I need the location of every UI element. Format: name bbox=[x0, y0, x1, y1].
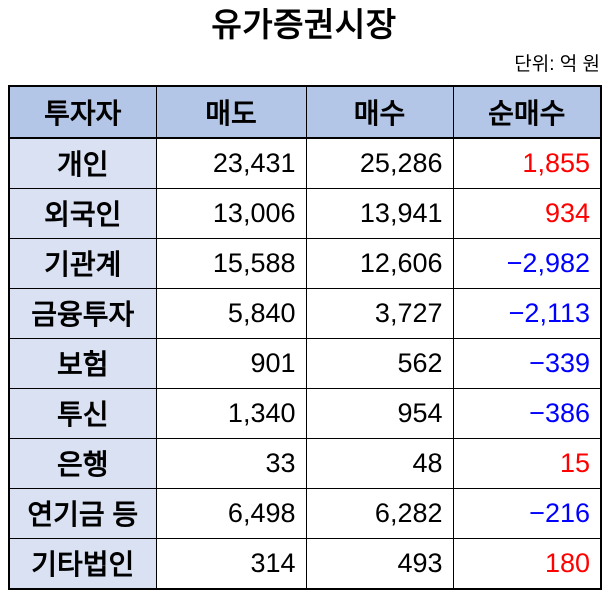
col-header-investor: 투자자 bbox=[8, 85, 157, 139]
netbuy-value: −2,982 bbox=[452, 237, 602, 289]
netbuy-value: −386 bbox=[452, 387, 602, 439]
sell-value: 1,340 bbox=[155, 387, 307, 439]
investor-trading-table: 투자자 매도 매수 순매수 개인 23,431 25,286 1,855 외국인… bbox=[8, 84, 602, 590]
netbuy-value: 934 bbox=[452, 187, 602, 239]
sell-value: 5,840 bbox=[155, 287, 307, 339]
buy-value: 13,941 bbox=[305, 187, 454, 239]
sell-value: 15,588 bbox=[155, 237, 307, 289]
investor-name: 보험 bbox=[8, 337, 157, 389]
buy-value: 3,727 bbox=[305, 287, 454, 339]
sell-value: 314 bbox=[155, 537, 307, 590]
sell-value: 13,006 bbox=[155, 187, 307, 239]
table-row: 금융투자 5,840 3,727 −2,113 bbox=[8, 287, 602, 339]
netbuy-value: −339 bbox=[452, 337, 602, 389]
sell-value: 33 bbox=[155, 437, 307, 489]
buy-value: 562 bbox=[305, 337, 454, 389]
page-title: 유가증권시장 bbox=[211, 6, 397, 43]
table-row: 기관계 15,588 12,606 −2,982 bbox=[8, 237, 602, 289]
buy-value: 954 bbox=[305, 387, 454, 439]
table-row: 개인 23,431 25,286 1,855 bbox=[8, 137, 602, 189]
investor-name: 금융투자 bbox=[8, 287, 157, 339]
buy-value: 25,286 bbox=[305, 137, 454, 189]
sell-value: 901 bbox=[155, 337, 307, 389]
investor-name: 연기금 등 bbox=[8, 487, 157, 539]
report-page: 유가증권시장 단위: 억 원 투자자 매도 매수 순매수 개인 23,431 2… bbox=[8, 6, 602, 590]
header-row: 투자자 매도 매수 순매수 bbox=[8, 85, 602, 139]
buy-value: 12,606 bbox=[305, 237, 454, 289]
investor-name: 투신 bbox=[8, 387, 157, 439]
investor-name: 외국인 bbox=[8, 187, 157, 239]
sell-value: 6,498 bbox=[155, 487, 307, 539]
netbuy-value: −216 bbox=[452, 487, 602, 539]
table-row: 보험 901 562 −339 bbox=[8, 337, 602, 389]
netbuy-value: −2,113 bbox=[452, 287, 602, 339]
netbuy-value: 15 bbox=[452, 437, 602, 489]
table-row: 투신 1,340 954 −386 bbox=[8, 387, 602, 439]
netbuy-value: 1,855 bbox=[452, 137, 602, 189]
investor-name: 개인 bbox=[8, 137, 157, 189]
sell-value: 23,431 bbox=[155, 137, 307, 189]
table-row: 외국인 13,006 13,941 934 bbox=[8, 187, 602, 239]
col-header-buy: 매수 bbox=[305, 85, 454, 139]
buy-value: 6,282 bbox=[305, 487, 454, 539]
unit-label: 단위: 억 원 bbox=[514, 53, 600, 75]
buy-value: 493 bbox=[305, 537, 454, 590]
table-row: 은행 33 48 15 bbox=[8, 437, 602, 489]
col-header-sell: 매도 bbox=[155, 85, 307, 139]
buy-value: 48 bbox=[305, 437, 454, 489]
table-row: 기타법인 314 493 180 bbox=[8, 537, 602, 590]
investor-name: 기타법인 bbox=[8, 537, 157, 590]
investor-name: 기관계 bbox=[8, 237, 157, 289]
table-row: 연기금 등 6,498 6,282 −216 bbox=[8, 487, 602, 539]
netbuy-value: 180 bbox=[452, 537, 602, 590]
col-header-netbuy: 순매수 bbox=[452, 85, 602, 139]
investor-name: 은행 bbox=[8, 437, 157, 489]
